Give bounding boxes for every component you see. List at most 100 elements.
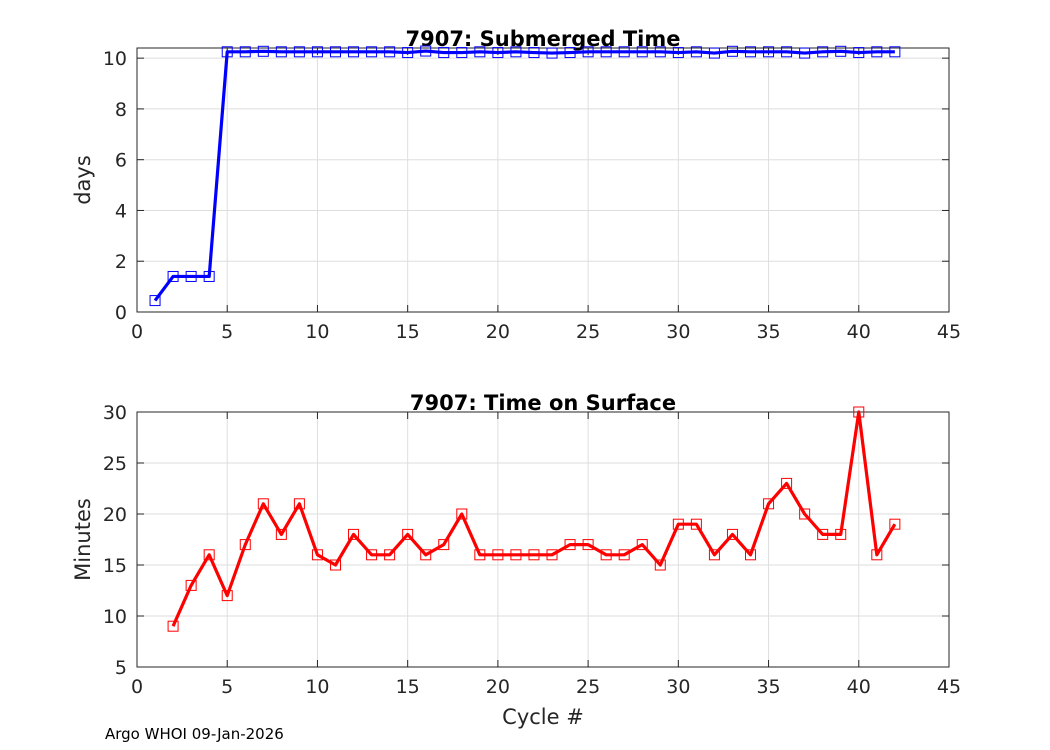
data-point [781,477,793,489]
y-tick-label: 6 [115,150,127,172]
data-point [257,45,269,57]
y-axis-label: Minutes [71,498,95,581]
data-point [185,579,197,591]
data-point [672,47,684,59]
data-point [384,549,396,561]
axes-box [136,411,950,668]
data-point [239,539,251,551]
data-point [456,47,468,59]
chart-title: 7907: Time on Surface [410,391,676,415]
data-point [203,270,215,282]
x-tick-label: 20 [486,676,510,698]
data-point [257,498,269,510]
data-point [546,47,558,59]
data-point [311,549,323,561]
y-tick-label: 4 [115,200,127,222]
data-point [871,549,883,561]
data-point [871,46,883,58]
data-point [456,508,468,520]
data-point [889,46,901,58]
x-tick-label: 35 [756,321,780,343]
x-tick-label: 40 [847,321,871,343]
data-point [618,549,630,561]
chart-title: 7907: Submerged Time [405,27,680,51]
x-tick-label: 40 [847,676,871,698]
x-tick-label: 5 [221,321,233,343]
x-tick-label: 0 [131,676,143,698]
data-point [420,45,432,57]
x-tick-label: 25 [576,676,600,698]
data-point [708,549,720,561]
data-point [582,539,594,551]
data-point [149,295,161,307]
x-tick-label: 45 [937,321,961,343]
data-point [853,47,865,59]
x-tick-label: 10 [305,321,329,343]
series-line [171,410,897,627]
data-point [745,46,757,58]
data-point [781,46,793,58]
y-tick-label: 8 [115,99,127,121]
x-tick-label: 30 [666,676,690,698]
data-point [293,498,305,510]
data-point [384,46,396,58]
data-point [600,549,612,561]
y-tick-label: 25 [103,453,127,475]
data-point [329,559,341,571]
data-point [311,46,323,58]
submerged-time-chart: 0 5 10 15 20 25 30 35 40 45 0 2 4 6 8 10 7907: Submerged… [71,27,961,343]
x-tick-label: 35 [756,676,780,698]
data-point [654,46,666,58]
data-point [564,47,576,59]
data-point [167,620,179,632]
y-tick-label: 30 [103,402,127,424]
data-point [528,549,540,561]
x-tick-label: 30 [666,321,690,343]
data-point [402,47,414,59]
data-point [564,539,576,551]
data-point [366,549,378,561]
data-point [636,46,648,58]
data-point [329,46,341,58]
data-point [438,539,450,551]
data-point [492,549,504,561]
data-point [690,46,702,58]
series-line [153,49,895,302]
plot-area [137,48,949,312]
data-point [474,549,486,561]
axes-box [136,47,950,313]
y-tick-label: 5 [115,657,127,679]
y-tick-label: 10 [103,606,127,628]
x-tick-label: 20 [486,321,510,343]
data-point [185,270,197,282]
y-tick-label: 10 [103,48,127,70]
y-tick-label: 20 [103,504,127,526]
x-tick-label: 15 [396,676,420,698]
data-point [239,46,251,58]
data-point [618,46,630,58]
x-tick-label: 0 [131,321,143,343]
data-point [546,549,558,561]
data-point [799,47,811,59]
x-tick-label: 10 [305,676,329,698]
data-point [366,46,378,58]
x-tick-label: 25 [576,321,600,343]
y-tick-label: 15 [103,555,127,577]
data-point [474,46,486,58]
data-point [799,508,811,520]
data-point [293,46,305,58]
data-point [420,549,432,561]
x-axis-label: Cycle # [502,705,584,729]
data-point [221,46,233,58]
data-point [492,47,504,59]
data-point [763,46,775,58]
y-tick-label: 0 [115,302,127,324]
data-point [203,549,215,561]
data-point [528,47,540,59]
x-tick-label: 5 [221,676,233,698]
data-point [348,528,360,540]
data-point [708,47,720,59]
data-point [510,549,522,561]
data-point [654,559,666,571]
